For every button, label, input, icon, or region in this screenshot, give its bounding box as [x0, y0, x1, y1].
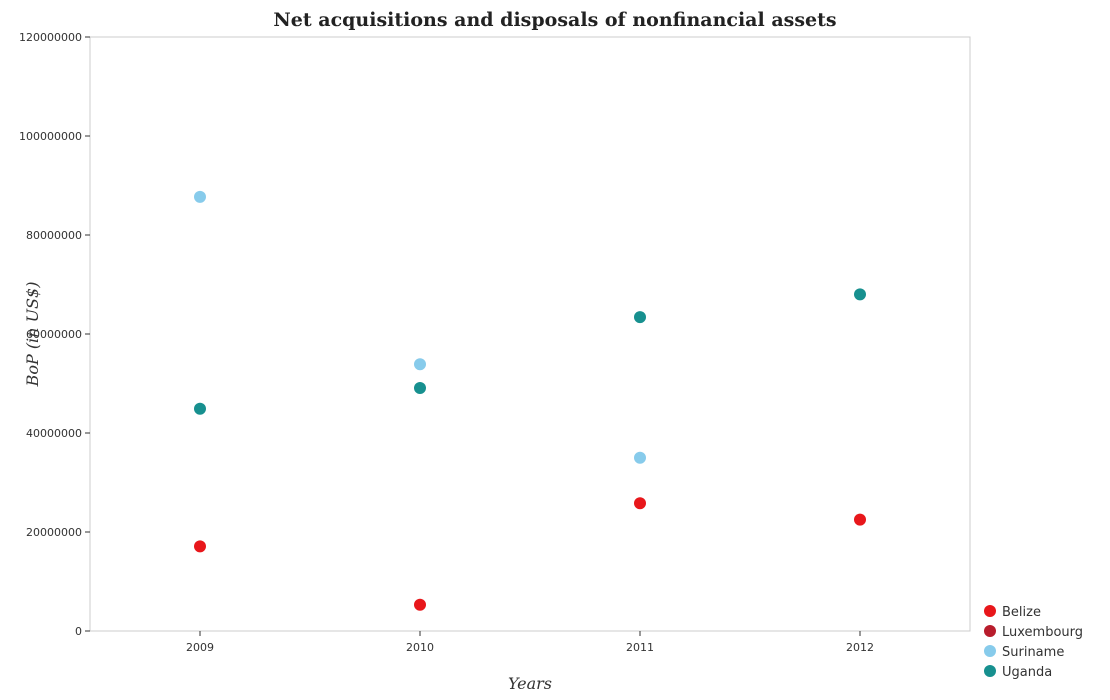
point-uganda-2012: [854, 288, 866, 301]
data-points: [194, 190, 866, 611]
y-tick-label: 100000000: [19, 130, 82, 143]
chart-title: Net acquisitions and disposals of nonfin…: [273, 9, 836, 31]
x-tick-label: 2012: [846, 641, 874, 654]
y-tick-label: 0: [75, 625, 82, 638]
y-tick-label: 20000000: [26, 526, 82, 539]
legend-label-uganda: Uganda: [1002, 665, 1052, 680]
y-tick-label: 40000000: [26, 427, 82, 440]
x-axis: 2009 2010 2011 2012: [186, 631, 874, 654]
x-tick-label: 2009: [186, 641, 214, 654]
legend: Belize Luxembourg Suriname Uganda: [984, 605, 1083, 680]
x-tick-label: 2011: [626, 641, 654, 654]
legend-label-suriname: Suriname: [1002, 645, 1064, 660]
legend-marker-suriname: [984, 645, 996, 657]
y-tick-label: 60000000: [26, 328, 82, 341]
x-axis-label: Years: [508, 674, 552, 693]
point-belize-2012: [854, 513, 866, 526]
y-tick-label: 120000000: [19, 31, 82, 44]
legend-marker-luxembourg: [984, 625, 996, 637]
legend-marker-belize: [984, 605, 996, 617]
y-tick-label: 80000000: [26, 229, 82, 242]
point-suriname-2011: [634, 451, 646, 464]
y-axis: 0 20000000 40000000 60000000 80000000 1000000…: [19, 31, 90, 638]
y-axis-label: BoP (in US$): [23, 282, 42, 388]
x-tick-label: 2010: [406, 641, 434, 654]
point-uganda-2010: [414, 381, 426, 394]
point-belize-2011: [634, 497, 646, 510]
legend-label-luxembourg: Luxembourg: [1002, 625, 1083, 640]
legend-marker-uganda: [984, 665, 996, 677]
point-suriname-2009: [194, 190, 206, 203]
point-uganda-2011: [634, 311, 646, 324]
point-belize-2009: [194, 540, 206, 553]
point-belize-2010: [414, 598, 426, 611]
point-suriname-2010: [414, 358, 426, 371]
legend-label-belize: Belize: [1002, 605, 1041, 620]
point-uganda-2009: [194, 402, 206, 415]
plot-area: [89, 36, 971, 632]
